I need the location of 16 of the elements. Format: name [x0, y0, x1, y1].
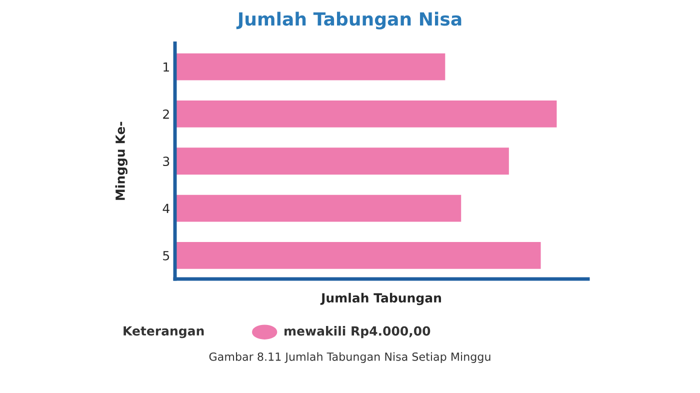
x-axis-title: Jumlah Tabungan: [320, 292, 441, 306]
text: mewakili Rp4.000,00: [284, 326, 430, 338]
chart-title: Jumlah Tabungan Nisa: [236, 12, 462, 30]
bar: [175, 193, 462, 224]
bar: [175, 99, 558, 129]
text: Keterangan: [124, 326, 204, 338]
bar: [175, 240, 542, 270]
bar: [175, 146, 510, 176]
y-tick-label: 4: [162, 204, 170, 214]
y-axis-title: Minggu Ke-: [115, 122, 128, 200]
y-tick-label: 1: [164, 62, 169, 72]
y-tick-label: 3: [163, 156, 170, 166]
bar: [175, 52, 447, 82]
y-tick-label: 2: [163, 109, 169, 119]
y-tick-label: 5: [163, 251, 170, 260]
text: Gambar 8.11 Jumlah Tabungan Nisa Setiap Minggu: [209, 352, 490, 364]
